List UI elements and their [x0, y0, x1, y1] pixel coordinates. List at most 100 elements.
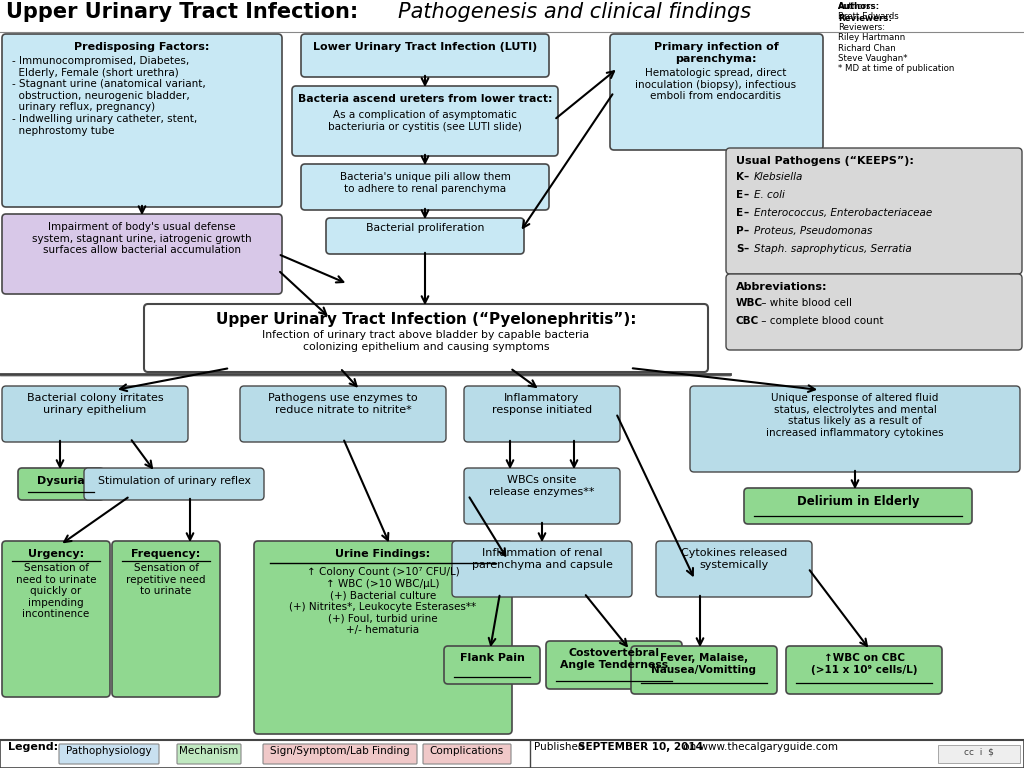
- FancyBboxPatch shape: [254, 541, 512, 734]
- Text: Sensation of
need to urinate
quickly or
impending
incontinence: Sensation of need to urinate quickly or …: [15, 563, 96, 620]
- Text: –: –: [744, 190, 753, 200]
- Text: Inflammatory
response initiated: Inflammatory response initiated: [492, 393, 592, 415]
- Bar: [938, 745, 1020, 763]
- Text: Authors:
Brett Edwards
Reviewers:
Riley Hartmann
Richard Chan
Steve Vaughan*
* M: Authors: Brett Edwards Reviewers: Riley …: [838, 2, 954, 74]
- Text: Upper Urinary Tract Infection:: Upper Urinary Tract Infection:: [6, 2, 366, 22]
- Text: Sign/Symptom/Lab Finding: Sign/Symptom/Lab Finding: [270, 746, 410, 756]
- Text: S: S: [736, 244, 743, 254]
- Text: Legend:: Legend:: [8, 742, 58, 752]
- Text: Inflammation of renal
parenchyma and capsule: Inflammation of renal parenchyma and cap…: [472, 548, 612, 570]
- Text: E. coli: E. coli: [754, 190, 784, 200]
- Text: - Immunocompromised, Diabetes,
  Elderly, Female (short urethra)
- Stagnant urin: - Immunocompromised, Diabetes, Elderly, …: [12, 56, 206, 136]
- FancyBboxPatch shape: [2, 214, 282, 294]
- Text: Upper Urinary Tract Infection (“Pyelonephritis”):: Upper Urinary Tract Infection (“Pyelonep…: [216, 312, 636, 327]
- Text: Usual Pathogens (“KEEPS”):: Usual Pathogens (“KEEPS”):: [736, 156, 913, 166]
- Text: Flank Pain: Flank Pain: [460, 653, 524, 663]
- Text: Predisposing Factors:: Predisposing Factors:: [75, 42, 210, 52]
- FancyBboxPatch shape: [452, 541, 632, 597]
- FancyBboxPatch shape: [726, 148, 1022, 274]
- FancyBboxPatch shape: [656, 541, 812, 597]
- Text: Urgency:: Urgency:: [28, 549, 84, 559]
- FancyBboxPatch shape: [610, 34, 823, 150]
- FancyBboxPatch shape: [301, 34, 549, 77]
- Text: Bacterial colony irritates
urinary epithelium: Bacterial colony irritates urinary epith…: [27, 393, 163, 415]
- Text: WBC: WBC: [736, 298, 763, 308]
- Text: WBCs onsite
release enzymes**: WBCs onsite release enzymes**: [489, 475, 595, 497]
- Text: Cytokines released
systemically: Cytokines released systemically: [681, 548, 787, 570]
- Text: Impairment of body's usual defense
system, stagnant urine, iatrogenic growth
sur: Impairment of body's usual defense syste…: [32, 222, 252, 255]
- Text: Delirium in Elderly: Delirium in Elderly: [797, 495, 920, 508]
- Text: Mechanism: Mechanism: [179, 746, 239, 756]
- Text: P: P: [736, 226, 743, 236]
- Text: Bacteria's unique pili allow them
to adhere to renal parenchyma: Bacteria's unique pili allow them to adh…: [340, 172, 510, 194]
- Text: –: –: [744, 244, 753, 254]
- Text: –: –: [744, 208, 753, 218]
- Text: Pathogenesis and clinical findings: Pathogenesis and clinical findings: [398, 2, 752, 22]
- FancyBboxPatch shape: [631, 646, 777, 694]
- FancyBboxPatch shape: [84, 468, 264, 500]
- FancyBboxPatch shape: [2, 34, 282, 207]
- Text: Costovertebral
Angle Tenderness: Costovertebral Angle Tenderness: [560, 648, 668, 670]
- Text: Abbreviations:: Abbreviations:: [736, 282, 827, 292]
- FancyBboxPatch shape: [144, 304, 708, 372]
- FancyBboxPatch shape: [2, 541, 110, 697]
- FancyBboxPatch shape: [423, 744, 511, 764]
- Text: Enterococcus, Enterobacteriaceae: Enterococcus, Enterobacteriaceae: [754, 208, 932, 218]
- Bar: [0, 740, 1024, 768]
- FancyBboxPatch shape: [2, 386, 188, 442]
- Text: Pathophysiology: Pathophysiology: [67, 746, 152, 756]
- Text: Authors:: Authors:: [838, 2, 880, 11]
- FancyBboxPatch shape: [786, 646, 942, 694]
- Text: cc  i  $: cc i $: [964, 747, 994, 756]
- Text: – complete blood count: – complete blood count: [758, 316, 884, 326]
- Text: Infection of urinary tract above bladder by capable bacteria
colonizing epitheli: Infection of urinary tract above bladder…: [262, 330, 590, 352]
- FancyBboxPatch shape: [690, 386, 1020, 472]
- Text: E: E: [736, 190, 743, 200]
- FancyBboxPatch shape: [464, 386, 620, 442]
- FancyBboxPatch shape: [112, 541, 220, 697]
- Text: Reviewers:: Reviewers:: [838, 14, 892, 23]
- Text: Complications: Complications: [430, 746, 504, 756]
- Text: –: –: [744, 172, 753, 182]
- Text: ↑WBC on CBC
(>11 x 10⁹ cells/L): ↑WBC on CBC (>11 x 10⁹ cells/L): [811, 653, 918, 674]
- Text: Published: Published: [534, 742, 588, 752]
- FancyBboxPatch shape: [18, 468, 104, 500]
- FancyBboxPatch shape: [301, 164, 549, 210]
- Text: K: K: [736, 172, 744, 182]
- Text: Lower Urinary Tract Infection (LUTI): Lower Urinary Tract Infection (LUTI): [313, 42, 538, 52]
- Text: on www.thecalgaryguide.com: on www.thecalgaryguide.com: [680, 742, 838, 752]
- Text: ↑ Colony Count (>10⁷ CFU/L)
↑ WBC (>10 WBC/μL)
(+) Bacterial culture
(+) Nitrite: ↑ Colony Count (>10⁷ CFU/L) ↑ WBC (>10 W…: [290, 567, 476, 635]
- Text: –: –: [744, 226, 753, 236]
- FancyBboxPatch shape: [263, 744, 417, 764]
- Text: Bacteria ascend ureters from lower tract:: Bacteria ascend ureters from lower tract…: [298, 94, 552, 104]
- FancyBboxPatch shape: [546, 641, 682, 689]
- Text: Sensation of
repetitive need
to urinate: Sensation of repetitive need to urinate: [126, 563, 206, 596]
- Bar: [0, 0, 1024, 32]
- FancyBboxPatch shape: [59, 744, 159, 764]
- FancyBboxPatch shape: [326, 218, 524, 254]
- Text: Fever, Malaise,
Nausea/Vomitting: Fever, Malaise, Nausea/Vomitting: [651, 653, 757, 674]
- Text: Hematologic spread, direct
inoculation (biopsy), infectious
emboli from endocard: Hematologic spread, direct inoculation (…: [636, 68, 797, 101]
- Text: As a complication of asymptomatic
bacteriuria or cystitis (see LUTI slide): As a complication of asymptomatic bacter…: [328, 110, 522, 131]
- Text: – white blood cell: – white blood cell: [758, 298, 852, 308]
- Text: Stimulation of urinary reflex: Stimulation of urinary reflex: [97, 476, 251, 486]
- Text: SEPTEMBER 10, 2014: SEPTEMBER 10, 2014: [578, 742, 703, 752]
- Text: CBC: CBC: [736, 316, 759, 326]
- Text: Klebsiella: Klebsiella: [754, 172, 804, 182]
- FancyBboxPatch shape: [464, 468, 620, 524]
- Text: Unique response of altered fluid
status, electrolytes and mental
status likely a: Unique response of altered fluid status,…: [766, 393, 944, 438]
- FancyBboxPatch shape: [292, 86, 558, 156]
- Text: Frequency:: Frequency:: [131, 549, 201, 559]
- Text: Urine Findings:: Urine Findings:: [336, 549, 430, 559]
- FancyBboxPatch shape: [744, 488, 972, 524]
- Text: Staph. saprophyticus, Serratia: Staph. saprophyticus, Serratia: [754, 244, 911, 254]
- FancyBboxPatch shape: [444, 646, 540, 684]
- FancyBboxPatch shape: [240, 386, 446, 442]
- Text: Primary infection of
parenchyma:: Primary infection of parenchyma:: [653, 42, 778, 64]
- FancyBboxPatch shape: [726, 274, 1022, 350]
- Text: Proteus, Pseudomonas: Proteus, Pseudomonas: [754, 226, 872, 236]
- FancyBboxPatch shape: [177, 744, 241, 764]
- Text: Bacterial proliferation: Bacterial proliferation: [366, 223, 484, 233]
- Text: E: E: [736, 208, 743, 218]
- Text: Dysuria: Dysuria: [37, 476, 85, 486]
